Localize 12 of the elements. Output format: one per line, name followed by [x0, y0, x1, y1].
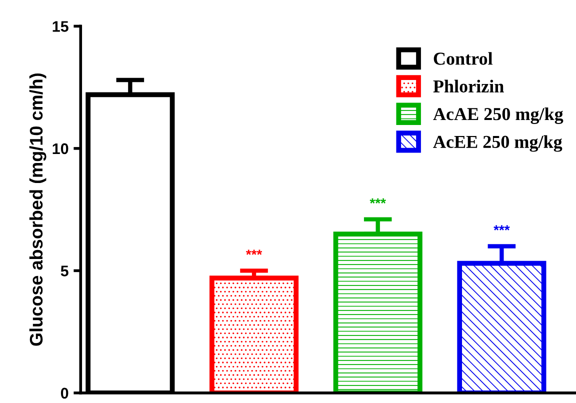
legend-label: Control	[434, 52, 493, 65]
annotation: ***	[370, 198, 386, 204]
annotation: ***	[494, 225, 510, 230]
legend-label: AcAE 250 mg/kg	[433, 107, 564, 124]
y-tick-label: 10	[52, 143, 68, 154]
legend-label: Phlorizin	[433, 80, 504, 92]
y-tick-label: 0	[60, 388, 68, 399]
y-tick-label: 15	[52, 21, 68, 32]
y-tick-label: 5	[60, 266, 68, 276]
legend-label: AcEE 250 mg/kg	[433, 135, 562, 152]
annotation: ***	[246, 250, 262, 255]
y-axis-title: Glucose absorbed (mg/10 cm/h)	[29, 73, 46, 346]
